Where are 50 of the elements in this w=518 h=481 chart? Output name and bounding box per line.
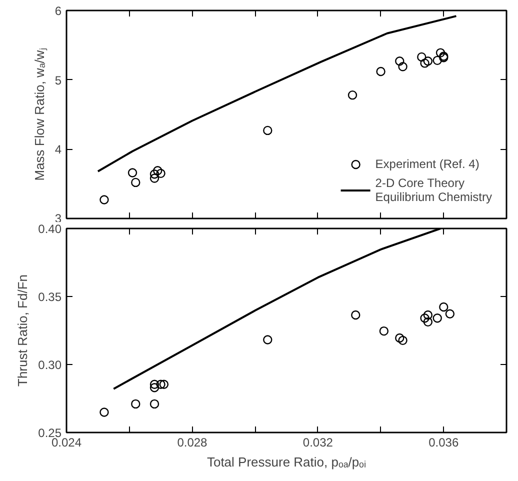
x-axis-title: Total Pressure Ratio, pₒₐ/pₒᵢ — [206, 454, 366, 470]
point — [150, 383, 160, 392]
y-tick-label: 6 — [54, 4, 62, 18]
point — [150, 170, 160, 179]
point — [432, 56, 442, 66]
point — [423, 56, 433, 66]
point — [131, 399, 140, 409]
x-tick-label: 0.028 — [177, 436, 208, 450]
point — [398, 336, 408, 346]
point — [379, 326, 389, 336]
point — [100, 408, 109, 417]
point — [156, 380, 166, 389]
point — [376, 66, 386, 76]
point — [128, 168, 138, 178]
legend-label: 2-D Core Theory Equilibrium Chemistry — [375, 176, 492, 204]
point — [439, 302, 448, 312]
point — [263, 335, 272, 344]
y-tick-label: 5 — [54, 73, 62, 88]
point — [423, 317, 433, 327]
point — [263, 126, 272, 136]
x-tick-label: 0.036 — [428, 436, 459, 450]
point — [153, 166, 162, 176]
point — [395, 333, 404, 343]
legend-label: Experiment (Ref. 4) — [375, 157, 480, 171]
point — [100, 195, 109, 204]
y-tick-label: 0.30 — [38, 358, 62, 372]
point — [420, 314, 430, 323]
point — [159, 380, 169, 389]
y-tick-label: 0.35 — [38, 290, 62, 304]
point — [445, 309, 455, 318]
x-tick-label: 0.032 — [302, 436, 334, 450]
point — [150, 174, 160, 183]
point — [432, 314, 442, 323]
point — [420, 58, 430, 68]
point — [417, 52, 426, 62]
point — [150, 380, 160, 389]
point — [398, 62, 408, 72]
y-tick-label: 0.40 — [38, 222, 62, 236]
point — [348, 90, 358, 100]
point — [131, 178, 140, 188]
point — [150, 399, 160, 409]
x-tick-label: 0.024 — [51, 436, 82, 450]
point — [423, 310, 433, 320]
y-axis-title: Mass Flow Ratio, wₐ/wⱼ — [32, 48, 48, 181]
point — [156, 168, 166, 178]
point — [395, 56, 404, 66]
y-axis-title: Thrust Ratio, Fd/Fn — [15, 274, 30, 386]
point — [436, 48, 446, 58]
point — [351, 310, 360, 320]
y-tick-label: 4 — [54, 142, 62, 157]
